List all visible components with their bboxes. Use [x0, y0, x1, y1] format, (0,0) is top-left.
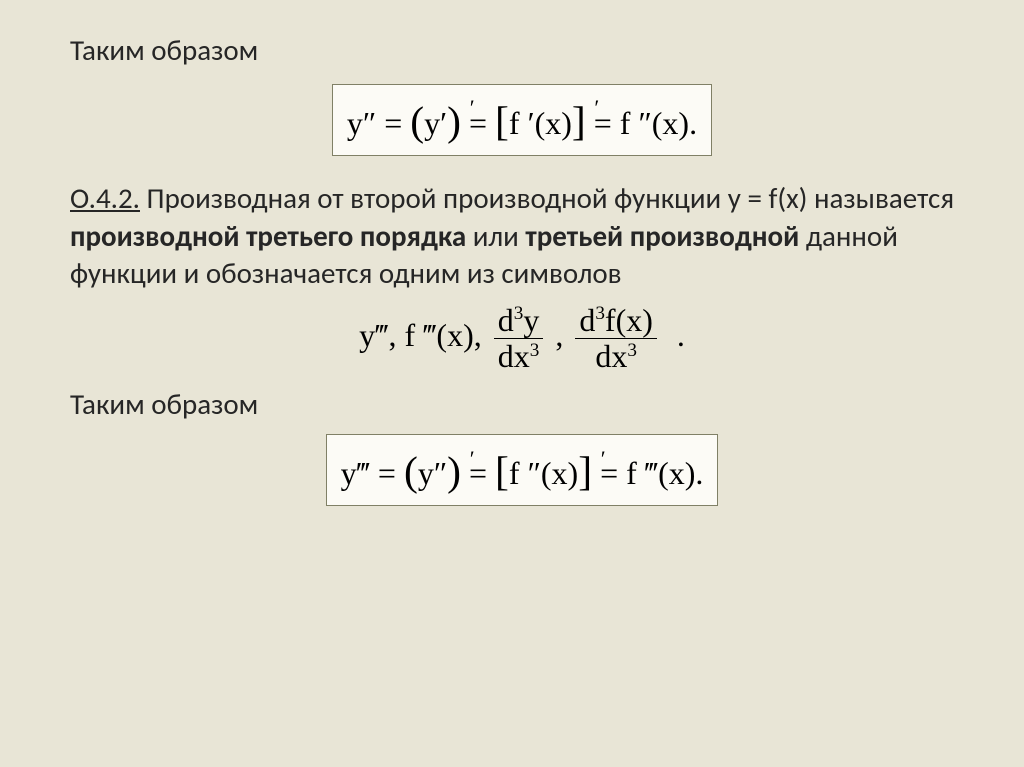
- def-before: Производная от второй производной функци…: [140, 180, 954, 216]
- f3-s2-open: [: [495, 448, 509, 494]
- formula2: y‴, f ‴(x), d3y dx3 , d3f(x) dx3 .: [359, 317, 685, 353]
- f2-f2n-b: f(x): [605, 302, 653, 338]
- f1-s2-prime: ′: [594, 92, 599, 123]
- f3-s1-close: ): [447, 448, 461, 494]
- formula2-row: y‴, f ‴(x), d3y dx3 , d3f(x) dx3 .: [70, 303, 974, 374]
- f1-s2-open: [: [495, 98, 509, 144]
- f3-s1-inner: y″: [418, 455, 447, 491]
- f2-frac1: d3y dx3: [494, 303, 544, 374]
- f2-f2d-a: dx: [595, 338, 627, 374]
- f2-c3: ,: [555, 317, 571, 353]
- f2-frac1-den: dx3: [494, 339, 544, 374]
- f1-step2: [f ′(x)]′: [495, 105, 594, 141]
- definition-label: О.4.2.: [70, 180, 140, 216]
- f2-f2n-a: d: [579, 302, 595, 338]
- f2-frac2-den: dx3: [575, 339, 657, 374]
- f2-frac1-num: d3y: [494, 303, 544, 339]
- f3-rhs: f ‴(x): [626, 455, 695, 491]
- f1-step1: (y′)′: [410, 105, 469, 141]
- f2-f1d-e: 3: [530, 340, 540, 361]
- f2-f1n-e: 3: [514, 303, 524, 324]
- f1-lhs: y″: [347, 105, 376, 141]
- f1-s2-inner: f ′(x): [509, 105, 572, 141]
- f3-step2: [f ″(x)]′: [495, 455, 600, 491]
- formula3-box: y‴ = (y″)′ = [f ″(x)]′ = f ‴(x).: [326, 434, 719, 506]
- f3-s1-prime: ′: [470, 443, 475, 474]
- f3-period: .: [695, 455, 703, 491]
- again-text: Таким образом: [70, 386, 974, 424]
- f1-s1-inner: y′: [424, 105, 447, 141]
- f1-rhs: f ″(x): [620, 105, 689, 141]
- f3-s2-close: ]: [578, 448, 592, 494]
- f3-s2-inner: f ″(x): [509, 455, 578, 491]
- f2-c1: ,: [388, 317, 404, 353]
- f2-frac2-num: d3f(x): [575, 303, 657, 339]
- f2-p1: y‴: [359, 317, 388, 353]
- formula1-box: y″ = (y′)′ = [f ′(x)]′ = f ″(x).: [332, 84, 712, 156]
- f2-f1n-a: d: [498, 302, 514, 338]
- f2-period: .: [677, 317, 685, 353]
- def-bold2: третьей производной: [525, 218, 799, 254]
- f1-s1-prime: ′: [470, 92, 475, 123]
- f2-f1n-b: y: [523, 302, 539, 338]
- f3-s1-open: (: [404, 448, 418, 494]
- def-bold1: производной третьего порядка: [70, 218, 466, 254]
- def-mid: или: [466, 218, 525, 254]
- f1-s2-close: ]: [572, 98, 586, 144]
- f2-f2n-e: 3: [595, 303, 605, 324]
- f2-c2: ,: [474, 317, 490, 353]
- f1-s1-close: ): [447, 98, 461, 144]
- f2-p2: f ‴(x): [404, 317, 473, 353]
- f3-s2-prime: ′: [601, 443, 606, 474]
- f1-eq1: =: [384, 105, 410, 141]
- slide: Таким образом y″ = (y′)′ = [f ′(x)]′ = f…: [0, 0, 1024, 558]
- f1-period: .: [689, 105, 697, 141]
- intro-text: Таким образом: [70, 32, 974, 70]
- f3-step1: (y″)′: [404, 455, 469, 491]
- f3-lhs: y‴: [341, 455, 370, 491]
- f2-frac2: d3f(x) dx3: [575, 303, 657, 374]
- f3-eq1: =: [378, 455, 404, 491]
- f1-s1-open: (: [410, 98, 424, 144]
- definition-paragraph: О.4.2. Производная от второй производной…: [70, 180, 974, 293]
- formula1-row: y″ = (y′)′ = [f ′(x)]′ = f ″(x).: [70, 84, 974, 156]
- formula3-row: y‴ = (y″)′ = [f ″(x)]′ = f ‴(x).: [70, 434, 974, 506]
- f2-f1d-a: dx: [498, 338, 530, 374]
- f2-f2d-e: 3: [627, 340, 637, 361]
